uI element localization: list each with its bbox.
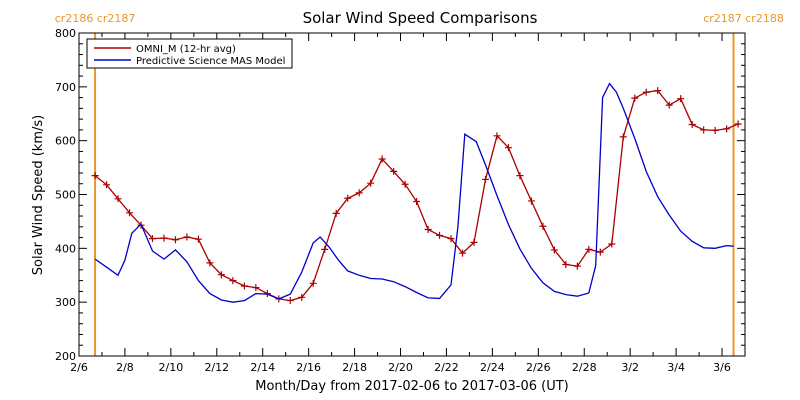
x-tick-label: 2/14 [250,361,275,374]
data-point-omni [436,231,444,239]
data-point-omni [252,284,260,292]
data-point-omni [447,235,455,243]
x-tick-label: 2/22 [434,361,459,374]
x-tick-label: 2/8 [116,361,134,374]
data-point-omni [160,234,168,242]
y-tick-label: 700 [55,81,76,94]
x-tick-label: 2/16 [296,361,321,374]
data-point-omni [298,293,306,301]
data-point-omni [677,95,685,103]
x-tick-label: 3/2 [621,361,639,374]
legend-label-omni: OMNI_M (12-hr avg) [136,44,236,55]
y-tick-label: 300 [55,296,76,309]
data-point-omni [286,297,294,305]
data-point-omni [619,133,627,141]
data-point-omni [527,197,535,205]
data-point-omni [332,209,340,217]
data-point-omni [194,235,202,243]
data-point-omni [493,132,501,140]
data-point-omni [723,125,731,133]
data-point-omni [413,197,421,205]
series-line-mas [94,82,734,303]
data-point-omni [148,235,156,243]
data-point-omni [665,101,673,109]
data-point-omni [217,271,225,279]
data-point-omni [539,222,547,230]
data-point-omni [688,121,696,129]
y-tick-label: 600 [55,135,76,148]
data-point-omni [654,87,662,95]
data-point-omni [367,179,375,187]
data-point-omni [240,282,248,290]
data-point-omni [309,279,317,287]
data-point-omni [424,225,432,233]
data-point-omni [631,94,639,102]
data-point-omni [516,172,524,180]
x-tick-label: 2/18 [342,361,367,374]
x-axis-label: Month/Day from 2017-02-06 to 2017-03-06 … [255,379,568,394]
x-tick-label: 2/28 [572,361,597,374]
data-point-omni [481,175,489,183]
y-axis-label: Solar Wind Speed (km/s) [31,115,46,275]
carrington-boundary-label: cr2187 cr2188 [703,12,784,25]
data-point-omni [608,240,616,248]
data-point-omni [206,259,214,267]
x-tick-label: 2/26 [526,361,551,374]
legend: OMNI_M (12-hr avg) Predictive Science MA… [86,38,293,69]
x-tick-label: 2/20 [388,361,413,374]
axes: 200 300 400 500 600 700 800 2/6 2/8 2/10 2/12 2/14 2… [55,27,746,374]
data-point-omni [401,180,409,188]
data-point-omni [550,246,558,254]
data-point-omni [642,88,650,96]
data-point-omni [126,209,134,217]
data-point-omni [183,233,191,241]
data-point-omni [321,245,329,253]
data-point-omni [103,181,111,189]
data-point-omni [470,238,478,246]
chart-title: Solar Wind Speed Comparisons [303,9,538,27]
data-point-omni [573,262,581,270]
data-point-omni [585,245,593,253]
legend-box [86,38,293,69]
data-point-omni [390,167,398,175]
y-tick-label: 400 [55,242,76,255]
data-point-omni [700,126,708,134]
data-point-omni [734,120,742,128]
data-point-omni [114,195,122,203]
data-point-omni [596,248,604,256]
y-tick-label: 200 [55,350,76,363]
data-point-omni [459,249,467,257]
legend-label-mas: Predictive Science MAS Model [136,56,285,67]
carrington-boundary-label: cr2186 cr2187 [55,12,136,25]
x-tick-label: 2/6 [70,361,88,374]
y-tick-label: 800 [55,27,76,40]
carrington-boundaries: cr2186 cr2187 cr2187 cr2188 [55,12,784,356]
y-tick-label: 500 [55,189,76,202]
data-point-omni [504,144,512,152]
x-tick-label: 2/12 [204,361,229,374]
data-point-omni [344,194,352,202]
x-tick-label: 3/4 [667,361,685,374]
data-point-omni [91,172,99,180]
x-tick-label: 2/10 [159,361,184,374]
data-point-omni [378,155,386,163]
data-point-omni [229,277,237,285]
x-tick-label: 2/24 [480,361,505,374]
data-point-omni [355,189,363,197]
series-layer [91,82,742,305]
data-point-omni [711,126,719,134]
x-tick-label: 3/6 [713,361,731,374]
data-point-omni [562,260,570,268]
data-point-omni [171,236,179,244]
